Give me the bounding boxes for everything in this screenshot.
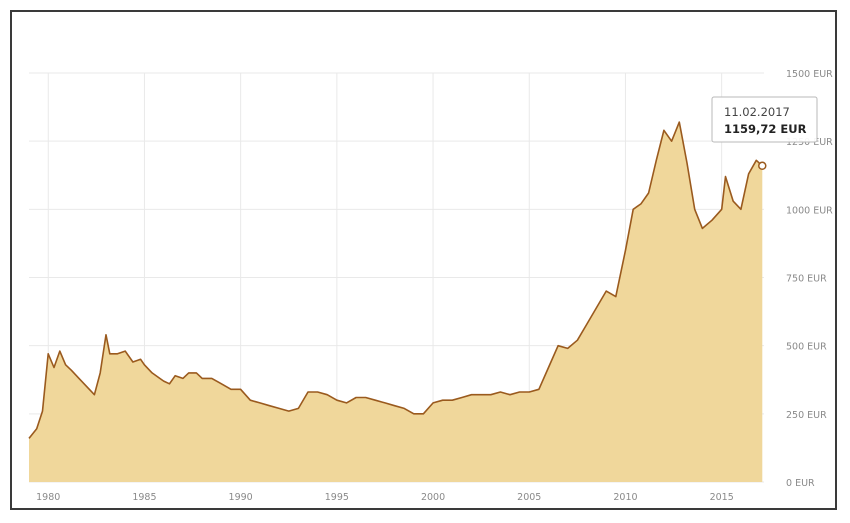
x-tick-label: 2010 <box>613 492 637 503</box>
price-tooltip: 11.02.2017 1159,72 EUR <box>711 96 818 143</box>
gold-price-chart: 0 EUR 250 EUR 500 EUR 750 EUR 1000 EUR 1250 E… <box>28 69 833 503</box>
chart-frame: 0 EUR 250 EUR 500 EUR 750 EUR 1000 EUR 1250 E… <box>10 10 837 510</box>
y-tick-label: 750 EUR <box>786 274 827 285</box>
tooltip-date: 11.02.2017 <box>724 105 790 119</box>
y-tick-label: 1250 EUR <box>786 137 833 148</box>
x-tick-label: 2005 <box>517 492 541 503</box>
x-tick-label: 2000 <box>421 492 445 503</box>
area-fill <box>29 122 763 482</box>
x-tick-label: 1980 <box>36 492 60 503</box>
x-tick-label: 1990 <box>229 492 253 503</box>
x-tick-label: 2015 <box>710 492 734 503</box>
y-axis-labels: 0 EUR 250 EUR 500 EUR 750 EUR 1000 EUR 1250 E… <box>786 69 833 489</box>
price-area <box>28 121 767 482</box>
x-tick-label: 1985 <box>132 492 156 503</box>
y-tick-label: 1000 EUR <box>786 205 833 216</box>
tooltip-box <box>711 96 818 143</box>
price-line <box>28 121 763 439</box>
y-tick-label: 500 EUR <box>786 342 827 353</box>
hover-point-marker <box>758 161 767 171</box>
tooltip-value: 1159,72 EUR <box>724 122 807 136</box>
y-tick-label: 0 EUR <box>786 478 815 489</box>
x-tick-label: 1995 <box>325 492 349 503</box>
y-tick-label: 1500 EUR <box>786 69 833 80</box>
x-axis-labels: 1980 1985 1990 1995 2000 2005 2010 2015 <box>36 492 734 503</box>
y-tick-label: 250 EUR <box>786 410 827 421</box>
